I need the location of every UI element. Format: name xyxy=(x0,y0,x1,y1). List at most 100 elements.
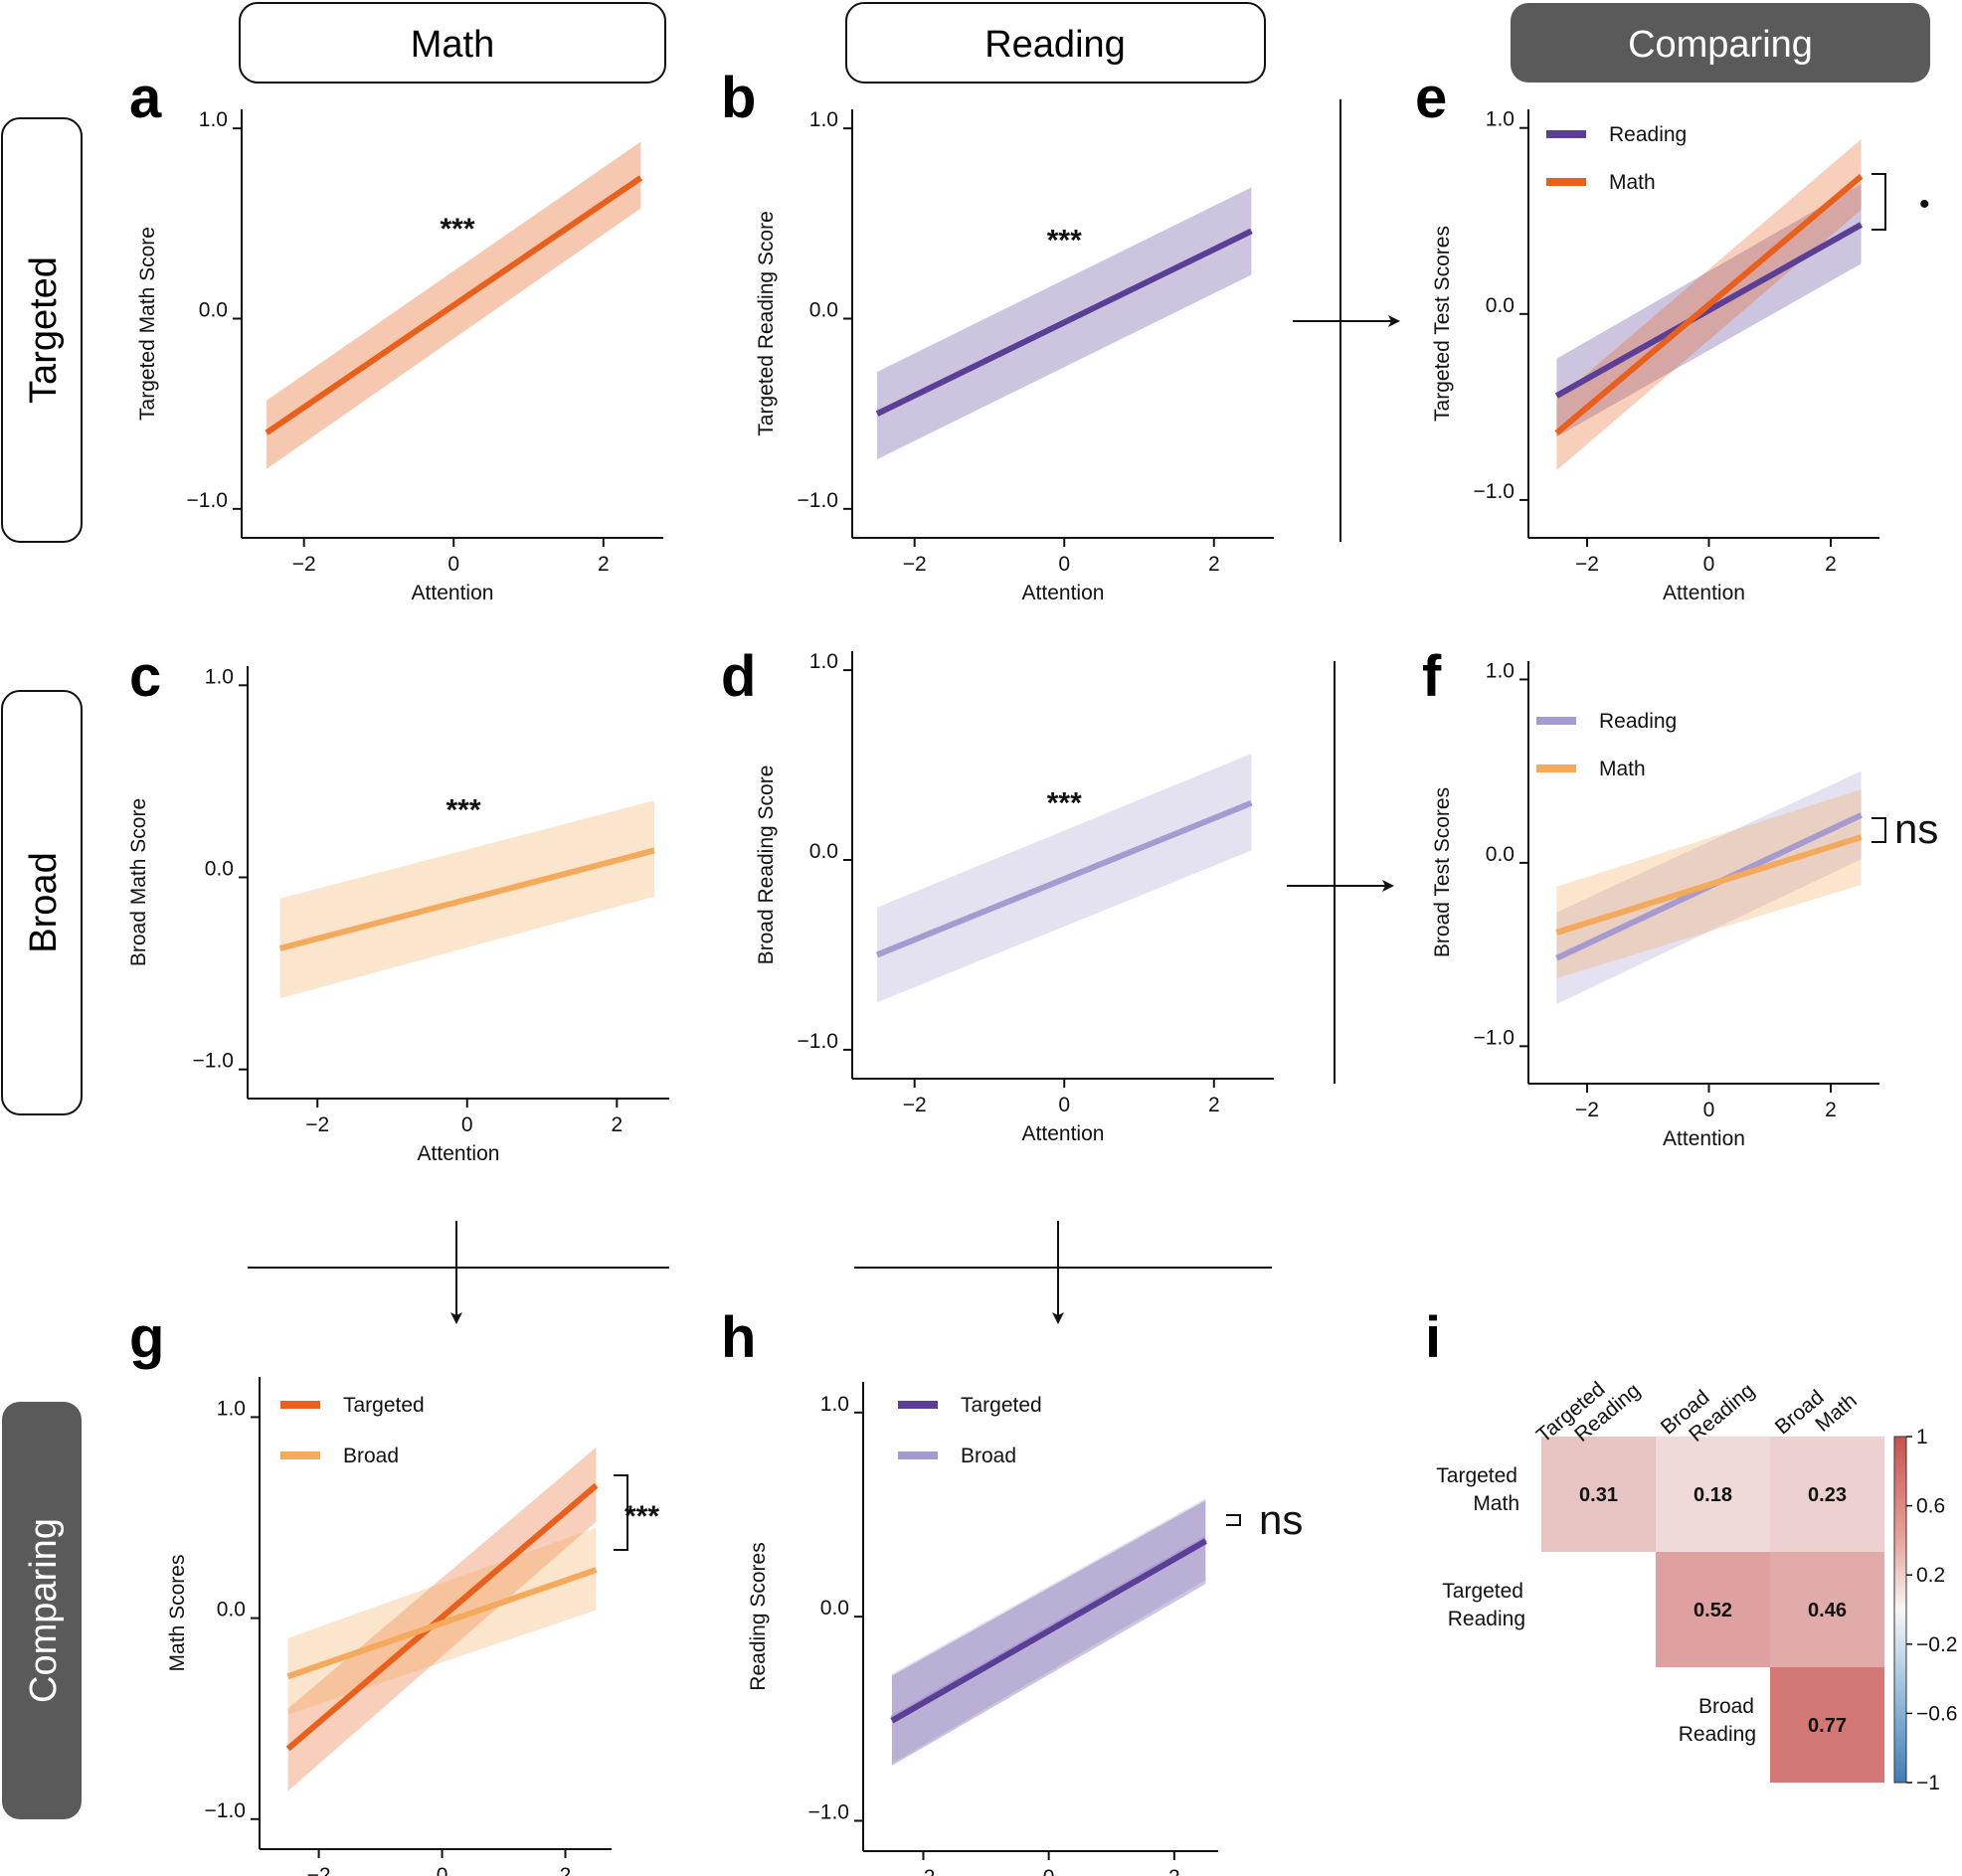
x-tick-label: 2 xyxy=(1825,553,1837,576)
significance-annotation: *** xyxy=(1047,225,1082,257)
panel-h: h−202−1.00.01.0AttentionReading ScoresTa… xyxy=(721,1305,1303,1876)
x-tick-label: 2 xyxy=(560,1864,572,1876)
panel-d: d −2 0 2 −1.0 0.0 1.0 Attention Broad Reading Sc… xyxy=(721,644,1274,1145)
x-tick-label: 0 xyxy=(1703,1099,1715,1121)
y-tick-label: 0.0 xyxy=(1486,294,1515,317)
significance-bracket xyxy=(614,1474,628,1551)
y-axis-label: Reading Scores xyxy=(747,1542,770,1690)
y-tick-label: 0.0 xyxy=(1486,843,1515,866)
significance-annotation: *** xyxy=(440,213,474,246)
y-axis-label: Broad Test Scores xyxy=(1431,787,1454,957)
heatmap-row-label: Targeted xyxy=(1442,1580,1523,1603)
x-axis-label: Attention xyxy=(1022,582,1105,604)
panel-f: f −2 0 2 −1.0 0.0 1.0 Attention Broad Test Score… xyxy=(1422,644,1938,1150)
y-tick-label: −1.0 xyxy=(808,1800,849,1823)
x-tick-label: 0 xyxy=(461,1113,473,1136)
legend-label: Reading xyxy=(1609,123,1687,146)
significance-bracket xyxy=(1872,817,1886,843)
heatmap-row-label: Targeted xyxy=(1436,1464,1517,1487)
row-header-broad: Broad xyxy=(1,690,83,1115)
column-header-reading-label: Reading xyxy=(984,24,1126,66)
significance-label: ns xyxy=(1259,1496,1303,1543)
significance-label: *** xyxy=(624,1500,659,1533)
y-tick-label: −1.0 xyxy=(187,489,228,512)
panel-c: c −2 0 2 −1.0 0.0 1.0 Attention Broad Math Score… xyxy=(127,644,669,1165)
row-header-broad-label: Broad xyxy=(23,852,65,952)
y-tick-label: 1.0 xyxy=(820,1393,849,1416)
significance-annotation: *** xyxy=(446,794,480,827)
legend-label: Reading xyxy=(1599,710,1677,733)
panel-letter-h: h xyxy=(721,1305,756,1370)
y-axis-label: Targeted Test Scores xyxy=(1431,226,1454,422)
regression-line-reading xyxy=(1554,222,1864,399)
y-tick-label: 1.0 xyxy=(205,665,234,688)
colorbar-tick-label: 1 xyxy=(1916,1426,1928,1449)
panel-b: b −2 0 2 −1.0 0.0 1.0 Attention Targeted Reading… xyxy=(721,66,1274,604)
x-tick-label: −2 xyxy=(292,553,316,576)
y-axis-label: Targeted Math Score xyxy=(136,227,159,421)
regression-line-broad-math xyxy=(278,847,655,951)
y-tick-label: −1.0 xyxy=(1474,1026,1515,1049)
legend-label: Broad xyxy=(961,1445,1016,1467)
heatmap-cell xyxy=(1770,1552,1884,1667)
y-tick-label: −1.0 xyxy=(205,1799,246,1822)
column-header-math-label: Math xyxy=(411,24,494,66)
regression-line-targeted xyxy=(890,1538,1207,1724)
colorbar-tick-label: −1 xyxy=(1916,1772,1940,1794)
y-tick-label: −1.0 xyxy=(1474,480,1515,503)
panel-g: g−202−1.00.01.0AttentionMath ScoresTarge… xyxy=(129,1305,659,1876)
regression-line-targeted-math xyxy=(265,175,643,435)
regression-line-targeted-reading xyxy=(875,228,1253,417)
legend-label: Broad xyxy=(343,1445,399,1467)
heatmap-cell-value: 0.23 xyxy=(1808,1484,1847,1506)
colorbar xyxy=(1893,1436,1907,1784)
panel-letter-f: f xyxy=(1422,644,1442,709)
y-axis-label: Broad Math Score xyxy=(127,798,150,966)
x-tick-label: 0 xyxy=(437,1864,448,1876)
heatmap-cell-value: 0.52 xyxy=(1694,1600,1732,1621)
panel-letter-b: b xyxy=(721,66,756,130)
y-tick-label: 0.0 xyxy=(217,1599,246,1621)
heatmap-cell xyxy=(1656,1552,1770,1667)
heatmap-cell-value: 0.31 xyxy=(1579,1484,1618,1506)
heatmap-row-label: Math xyxy=(1473,1492,1519,1515)
x-axis-label: Attention xyxy=(1022,1122,1105,1145)
significance-annotation: *** xyxy=(1047,786,1082,819)
chart-panels: a −2 0 2 −1.0 0.0 1.0 Attention Targeted Math Sc… xyxy=(127,66,1957,1876)
legend-label: Targeted xyxy=(343,1394,425,1417)
y-tick-label: 0.0 xyxy=(199,299,228,322)
y-tick-label: 0.0 xyxy=(809,840,838,863)
panel-i: i 0.31 0.18 0.23 0.52 0.46 0.77 Targeted Reading… xyxy=(1425,1305,1957,1794)
heatmap-row-label: Reading xyxy=(1679,1723,1756,1746)
x-tick-label: −2 xyxy=(305,1113,329,1136)
legend-label: Targeted xyxy=(961,1394,1042,1417)
significance-bracket xyxy=(1226,1514,1241,1526)
column-header-comparing-label: Comparing xyxy=(1628,24,1813,66)
y-tick-label: 0.0 xyxy=(809,299,838,322)
x-tick-label: 0 xyxy=(1058,1094,1070,1116)
x-tick-label: 2 xyxy=(1208,1094,1220,1116)
column-header-reading: Reading xyxy=(845,2,1266,84)
y-tick-label: −1.0 xyxy=(798,489,838,512)
x-tick-label: −2 xyxy=(307,1864,331,1876)
y-tick-label: 1.0 xyxy=(217,1397,246,1420)
y-tick-label: 1.0 xyxy=(809,108,838,131)
x-tick-label: −2 xyxy=(1575,1099,1599,1121)
heatmap-cell-value: 0.18 xyxy=(1694,1484,1732,1506)
x-tick-label: 0 xyxy=(1703,553,1715,576)
x-tick-label: 2 xyxy=(611,1113,623,1136)
legend-label: Math xyxy=(1609,171,1656,194)
x-tick-label: 2 xyxy=(1168,1866,1180,1876)
panel-letter-g: g xyxy=(129,1305,164,1370)
x-tick-label: 2 xyxy=(1208,553,1220,576)
heatmap-cell xyxy=(1770,1437,1884,1552)
significance-bracket xyxy=(1872,173,1886,231)
row-header-comparing: Comparing xyxy=(2,1402,82,1819)
heatmap-cell xyxy=(1656,1437,1770,1552)
x-axis-label: Attention xyxy=(1663,582,1745,604)
panel-letter-c: c xyxy=(129,644,161,709)
y-tick-label: 1.0 xyxy=(1486,108,1515,131)
regression-line-broad xyxy=(286,1567,598,1680)
regression-line-targeted xyxy=(285,1482,599,1752)
heatmap-cell-value: 0.46 xyxy=(1808,1600,1847,1621)
